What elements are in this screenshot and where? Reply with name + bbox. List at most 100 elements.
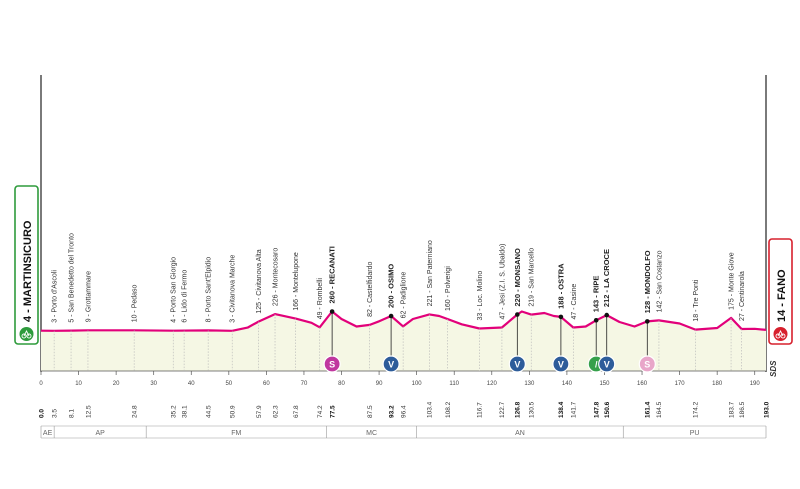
profile-layer: [40, 310, 767, 372]
axis-tick-label: 10: [75, 381, 82, 387]
waypoint-label: 200 - OSIMO: [387, 264, 396, 308]
km-distance-label: 138.4: [558, 401, 565, 418]
climb-marker-symbol: V: [558, 359, 564, 369]
sprint-marker-symbol: S: [329, 359, 335, 369]
waypoint-label: 220 - MONSANO: [513, 248, 522, 307]
km-axis: 0 10 20 30 40 50 60 70 80 90 100 110 120 130 140 150 160…: [39, 371, 760, 387]
waypoint-label: 212 - LA CROCE: [602, 249, 611, 307]
profile-area: [41, 311, 766, 371]
axis-tick-label: 60: [263, 381, 270, 387]
axis-tick-label: 130: [524, 381, 535, 387]
start-label: 4 - MARTINSICURO: [22, 220, 34, 322]
km-distance-label: 12.5: [85, 405, 92, 418]
finish-cyclist-icon: [773, 327, 788, 341]
waypoint-dot: [604, 312, 610, 318]
axis-tick-label: 40: [188, 381, 195, 387]
km-distance-label: 0.0: [38, 409, 45, 418]
km-distance-label: 108.2: [445, 401, 452, 418]
waypoint-label: 166 - Montelupone: [293, 252, 300, 310]
axis-tick-label: 100: [412, 381, 423, 387]
km-distance-label: 150.6: [604, 401, 611, 418]
waypoint-label: 27 - Centinarola: [739, 271, 746, 321]
region-label: MC: [366, 430, 377, 437]
km-distance-label: 141.7: [571, 401, 578, 418]
km-distance-label: 103.4: [427, 401, 434, 418]
feed-marker-symbol: /: [595, 359, 598, 369]
waypoint-label: 142 - San Costanzo: [656, 250, 663, 312]
climb-marker-icon: [598, 355, 616, 373]
axis-tick-label: 160: [637, 381, 648, 387]
waypoint-dot: [593, 317, 599, 323]
km-distance-label: 24.8: [132, 405, 139, 418]
waypoint-label: 9 - Grottammare: [86, 271, 93, 322]
waypoint-label: 4 - Porto San Giorgio: [171, 257, 178, 323]
waypoint-label: 62 - Padiglione: [401, 272, 408, 319]
waypoint-label: 8 - Porto Sant'Elpidio: [206, 257, 213, 323]
waypoint-label: 82 - Castelfidardo: [367, 262, 374, 317]
waypoint-label: 3 - Porto d'Ascoli: [52, 270, 59, 323]
axis-tick-label: 70: [301, 381, 308, 387]
km-distance-label: 93.2: [388, 405, 395, 418]
km-distance-label: 161.4: [645, 401, 652, 418]
km-distance-label: 62.3: [272, 405, 279, 418]
waypoint-label: 47 - Jesi (Z.I. S. Ubaldo): [499, 244, 506, 320]
finish-label: 14 - FANO: [776, 269, 788, 322]
km-distance-label: 74.2: [317, 405, 324, 418]
axis-tick-label: 0: [39, 381, 43, 387]
axis-tick-label: 120: [487, 381, 498, 387]
km-distance-label: 67.8: [293, 405, 300, 418]
regions-bar: AE AP FM MC AN PU: [40, 425, 767, 439]
sponsor-mark: SDS: [769, 360, 778, 377]
sprint-marker-symbol: S: [644, 359, 650, 369]
km-distance-label: 35.2: [171, 405, 178, 418]
waypoint-dot: [388, 313, 394, 319]
sprint-marker-icon: [638, 355, 656, 373]
region-label: AP: [96, 430, 106, 437]
waypoint-label: 47 - Casine: [571, 284, 578, 320]
waypoint-label: 6 - Lido di Fermo: [182, 270, 189, 323]
waypoint-dot: [558, 314, 564, 320]
start-badge: 4 - MARTINSICURO: [14, 185, 39, 345]
axis-tick-label: 110: [449, 381, 459, 387]
km-distance-label: 147.8: [594, 401, 601, 418]
km-distance-label: 126.8: [515, 401, 522, 418]
km-distance-label: 116.7: [477, 402, 484, 418]
waypoint-dot: [644, 319, 650, 324]
axis-tick-label: 50: [225, 381, 232, 387]
waypoint-label: 18 - Tre Ponti: [693, 279, 700, 321]
climb-marker-icon: [552, 355, 570, 373]
waypoint-label: 128 - MONDOLFO: [643, 250, 652, 313]
axis-tick-label: 140: [562, 381, 573, 387]
km-distance-label: 8.1: [68, 409, 75, 418]
km-distance-label: 87.5: [367, 405, 374, 418]
waypoint-label: 33 - Loc. Molino: [477, 271, 484, 321]
climb-marker-symbol: V: [514, 359, 520, 369]
axis-tick-label: 80: [338, 381, 345, 387]
waypoint-label: 260 - RECANATI: [328, 246, 337, 303]
region-label: PU: [690, 430, 700, 437]
climb-marker-icon: [382, 355, 400, 373]
km-distance-label: 183.7: [728, 401, 735, 418]
sprint-marker-icon: [323, 355, 341, 373]
waypoint-label: 221 - San Paterniano: [427, 240, 434, 306]
region-label: FM: [231, 430, 241, 437]
axis-tick-label: 190: [750, 381, 761, 387]
km-distance-label: 193.0: [763, 401, 770, 418]
waypoint-label: 219 - San Marcello: [529, 248, 536, 307]
km-distance-label: 44.5: [206, 405, 213, 418]
km-distance-label: 186.5: [739, 401, 746, 418]
region-label: AN: [515, 430, 525, 437]
km-distance-label: 3.5: [51, 409, 58, 418]
axis-tick-label: 180: [712, 381, 723, 387]
waypoint-label: 175 - Monte Giove: [729, 252, 736, 310]
climb-marker-icon: [508, 355, 526, 373]
km-distance-label: 38.1: [181, 405, 188, 418]
axis-tick-label: 170: [675, 381, 686, 387]
axis-tick-label: 150: [599, 381, 610, 387]
waypoint-label: 125 - Civitanova Alta: [256, 249, 263, 313]
climb-marker-symbol: V: [604, 359, 610, 369]
region-label: AE: [43, 430, 53, 437]
km-distance-label: 57.9: [256, 405, 263, 418]
waypoint-label: 49 - Rombelli: [317, 278, 324, 320]
